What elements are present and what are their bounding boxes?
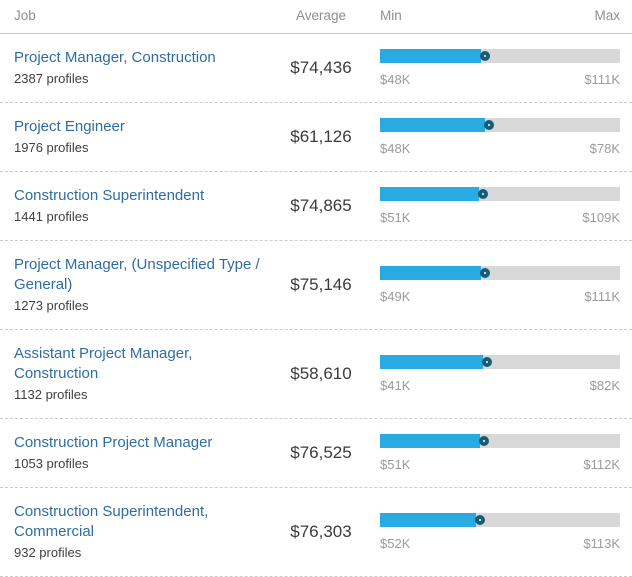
min-salary-label: $48K	[380, 72, 411, 87]
salary-range-bar	[380, 355, 620, 369]
max-salary-label: $78K	[589, 141, 620, 156]
salary-marker-icon	[482, 357, 493, 367]
job-title-link[interactable]: Construction Superintendent	[14, 187, 205, 204]
job-title-link[interactable]: Construction Superintendent, Commercial	[14, 503, 209, 540]
min-salary-label: $49K	[380, 289, 411, 304]
salary-marker-icon	[480, 268, 491, 278]
job-title-link[interactable]: Project Engineer	[14, 118, 125, 135]
salary-range-bar	[380, 118, 620, 132]
salary-marker-icon	[474, 515, 485, 525]
job-title-link[interactable]: Project Manager, (Unspecified Type / Gen…	[14, 256, 260, 293]
header-average: Average	[295, 8, 347, 23]
salary-marker-icon	[479, 51, 490, 61]
min-salary-label: $52K	[380, 536, 411, 551]
job-cell: Construction Project Manager 1053 profil…	[14, 433, 262, 473]
job-cell: Project Manager, Construction 2387 profi…	[14, 48, 262, 88]
min-salary-label: $48K	[380, 141, 411, 156]
job-cell: Project Engineer 1976 profiles	[14, 117, 262, 157]
range-cell: $52K $113K	[380, 513, 620, 551]
max-salary-label: $109K	[582, 210, 620, 225]
header-job: Job	[14, 8, 36, 23]
profile-count: 1132 profiles	[14, 387, 88, 402]
average-salary: $74,865	[290, 196, 352, 215]
job-cell: Construction Superintendent 1441 profile…	[14, 186, 262, 226]
job-cell: Assistant Project Manager, Construction …	[14, 344, 262, 404]
salary-range-bar	[380, 49, 620, 63]
range-cell: $49K $111K	[380, 266, 620, 304]
range-cell: $48K $78K	[380, 118, 620, 156]
average-salary: $74,436	[290, 58, 352, 77]
max-salary-label: $111K	[584, 72, 620, 87]
header-max: Max	[594, 8, 620, 23]
min-salary-label: $51K	[380, 457, 411, 472]
profile-count: 1441 profiles	[14, 209, 89, 224]
salary-table-body: Project Manager, Construction 2387 profi…	[0, 34, 632, 577]
table-row: Project Engineer 1976 profiles $61,126 $…	[0, 103, 632, 172]
min-salary-label: $51K	[380, 210, 411, 225]
max-salary-label: $113K	[583, 536, 620, 551]
job-cell: Construction Superintendent, Commercial …	[14, 502, 262, 562]
table-row: Construction Superintendent, Commercial …	[0, 488, 632, 577]
salary-marker-icon	[479, 436, 490, 446]
job-title-link[interactable]: Construction Project Manager	[14, 434, 213, 451]
salary-marker-icon	[484, 120, 495, 130]
salary-bar-fill	[380, 118, 495, 132]
salary-bar-fill	[380, 513, 485, 527]
profile-count: 1053 profiles	[14, 456, 89, 471]
profile-count: 1273 profiles	[14, 298, 89, 313]
range-cell: $48K $111K	[380, 49, 620, 87]
salary-range-bar	[380, 513, 620, 527]
salary-bar-fill	[380, 187, 488, 201]
job-title-link[interactable]: Assistant Project Manager, Construction	[14, 345, 193, 382]
table-row: Construction Project Manager 1053 profil…	[0, 419, 632, 488]
average-salary: $61,126	[290, 127, 352, 146]
salary-bar-fill	[380, 49, 490, 63]
profile-count: 932 profiles	[14, 545, 82, 560]
salary-marker-icon	[477, 189, 488, 199]
table-header: Job Average Min Max	[0, 0, 632, 34]
average-salary: $76,525	[290, 443, 352, 462]
salary-range-bar	[380, 434, 620, 448]
range-cell: $41K $82K	[380, 355, 620, 393]
salary-range-bar	[380, 266, 620, 280]
average-salary: $58,610	[290, 364, 352, 383]
table-row: Construction Superintendent 1441 profile…	[0, 172, 632, 241]
profile-count: 1976 profiles	[14, 140, 89, 155]
table-row: Project Manager, (Unspecified Type / Gen…	[0, 241, 632, 330]
job-title-link[interactable]: Project Manager, Construction	[14, 49, 216, 66]
average-salary: $76,303	[290, 522, 352, 541]
range-cell: $51K $112K	[380, 434, 620, 472]
max-salary-label: $112K	[583, 457, 620, 472]
table-row: Project Manager, Construction 2387 profi…	[0, 34, 632, 103]
job-cell: Project Manager, (Unspecified Type / Gen…	[14, 255, 262, 315]
average-salary: $75,146	[290, 275, 352, 294]
salary-range-bar	[380, 187, 620, 201]
table-row: Assistant Project Manager, Construction …	[0, 330, 632, 419]
range-cell: $51K $109K	[380, 187, 620, 225]
max-salary-label: $82K	[589, 378, 620, 393]
min-salary-label: $41K	[380, 378, 411, 393]
salary-bar-fill	[380, 434, 490, 448]
profile-count: 2387 profiles	[14, 71, 89, 86]
header-min: Min	[380, 8, 402, 23]
salary-bar-fill	[380, 266, 491, 280]
max-salary-label: $111K	[584, 289, 620, 304]
salary-bar-fill	[380, 355, 493, 369]
